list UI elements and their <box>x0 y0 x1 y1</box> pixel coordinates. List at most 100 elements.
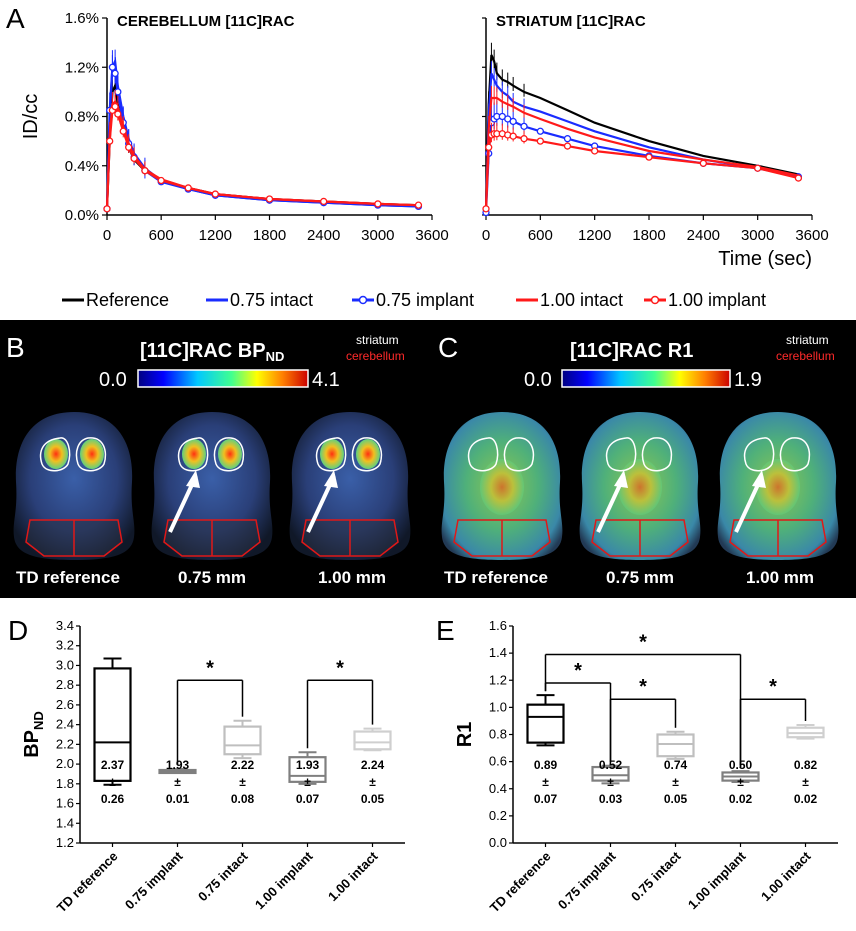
y-tick-label: 1.2 <box>56 835 74 850</box>
stat-pm: ± <box>109 775 116 789</box>
y-tick-label: 1.0 <box>489 699 507 714</box>
stat-mean: 0.89 <box>534 758 558 772</box>
data-point <box>536 127 544 135</box>
data-point <box>699 159 707 167</box>
timecourse-legend: Reference 0.75 intact 0.75 implant 1.00 int… <box>62 290 766 310</box>
panel-c-r1-images: C [11C]RAC R1 0.0 1.9 striatum cerebellu… <box>428 320 856 598</box>
legend-label: 0.75 intact <box>230 290 313 310</box>
striatum-outline <box>315 437 347 472</box>
data-point <box>563 135 572 143</box>
panel-label-b: B <box>6 332 25 363</box>
box-iqr <box>656 733 695 758</box>
box-td-reference <box>526 694 565 747</box>
data-point <box>211 190 219 198</box>
y-tick-label: 1.4 <box>489 645 507 660</box>
y-tick-label: 2.2 <box>56 736 74 751</box>
x-tick-label: 2400 <box>307 227 340 244</box>
series-line-0-75-intact <box>105 56 419 209</box>
r1-colorbar-max: 1.9 <box>734 369 762 391</box>
striatum-outline <box>75 437 107 472</box>
box-0-75-implant <box>158 768 197 775</box>
category-label: 1.00 implant <box>252 848 316 912</box>
legend-label: 0.75 implant <box>376 290 474 310</box>
y-axis-label: BPND <box>21 711 46 758</box>
series-line-0-75-implant <box>105 66 419 209</box>
data-point <box>485 143 493 151</box>
stat-pm: ± <box>304 775 311 789</box>
panel-label-e: E <box>436 615 455 646</box>
box-iqr <box>591 765 630 782</box>
box-1-00-intact <box>353 727 392 752</box>
y-tick-label: 2.0 <box>56 756 74 771</box>
x-tick-label: 1200 <box>578 227 611 244</box>
data-point <box>125 143 133 151</box>
striatum-outline <box>467 437 499 472</box>
striatum-uptake <box>80 439 104 469</box>
data-point <box>108 63 117 71</box>
legend-label: Reference <box>86 290 169 310</box>
striatum-uptake <box>182 439 206 469</box>
y-tick-label: 0.4% <box>65 158 99 175</box>
x-axis-label: Time (sec) <box>718 248 812 270</box>
cerebellum-outline <box>729 519 827 557</box>
stat-sd: 0.05 <box>664 792 688 806</box>
striatum-uptake <box>320 439 344 469</box>
stat-sd: 0.07 <box>296 792 320 806</box>
stat-sd: 0.08 <box>231 792 255 806</box>
striatum-outline <box>177 437 209 472</box>
category-label: 0.75 intact <box>195 848 251 904</box>
category-label: 1.00 intact <box>758 848 814 904</box>
data-point <box>111 103 119 111</box>
striatum-uptake <box>356 439 380 469</box>
stat-sd: 0.02 <box>729 792 753 806</box>
x-tick-label: 1800 <box>632 227 665 244</box>
data-point <box>320 197 328 206</box>
r1-colorbar <box>561 369 731 388</box>
data-point <box>114 88 122 96</box>
data-point <box>157 176 165 185</box>
significance-star: * <box>769 676 777 698</box>
stat-pm: ± <box>239 775 246 789</box>
significance-bracket: * <box>609 676 677 762</box>
r1-boxplot: 0.0 0.2 0.4 0.6 0.8 1.0 1.2 1.4 1.6 R1 0.89 ±0.07 TD… <box>454 618 838 915</box>
data-point <box>509 117 517 126</box>
significance-bracket: * <box>306 657 374 749</box>
x-tick-label: 600 <box>149 227 174 244</box>
category-label: 0.75 intact <box>628 848 684 904</box>
data-point <box>563 142 572 150</box>
y-axis-label: R1 <box>454 722 476 748</box>
box-0-75-intact <box>656 730 695 760</box>
y-tick-label: 3.0 <box>56 657 74 672</box>
x-tick-label: 0 <box>103 227 111 244</box>
chart-title: STRIATUM [11C]RAC <box>496 13 646 30</box>
x-tick-label: 3000 <box>741 227 774 244</box>
striatum-outline <box>743 437 775 472</box>
bp-caption-100: 1.00 mm <box>318 568 386 587</box>
data-point <box>106 137 114 145</box>
x-tick-label: 1200 <box>199 227 232 244</box>
x-tick-label: 600 <box>528 227 553 244</box>
box-td-reference <box>93 657 132 786</box>
y-tick-label: 0.0 <box>489 835 507 850</box>
y-tick-label: 1.6 <box>56 796 74 811</box>
stat-mean: 0.52 <box>599 758 623 772</box>
category-label: 0.75 implant <box>122 848 186 912</box>
box-iqr <box>288 756 327 783</box>
panel-label-d: D <box>8 615 28 646</box>
data-point <box>536 137 544 145</box>
striatum-outline <box>503 437 535 472</box>
cerebellum-timecourse-chart: 0 600 1200 1800 2400 3000 3600 0.0% 0.4% 0.8% 1.2%… <box>20 10 449 244</box>
category-label: 1.00 intact <box>325 848 381 904</box>
legend-label: 1.00 intact <box>540 290 623 310</box>
x-tick-label: 2400 <box>687 227 720 244</box>
data-point <box>130 154 138 163</box>
x-tick-label: 1800 <box>253 227 286 244</box>
brain-image <box>13 412 135 560</box>
bp-colorbar-max: 4.1 <box>312 369 340 391</box>
significance-star: * <box>336 657 344 679</box>
brain-image <box>289 412 411 560</box>
implant-arrowhead <box>752 470 766 488</box>
striatum-outline <box>351 437 383 472</box>
legend-label: 1.00 implant <box>668 290 766 310</box>
